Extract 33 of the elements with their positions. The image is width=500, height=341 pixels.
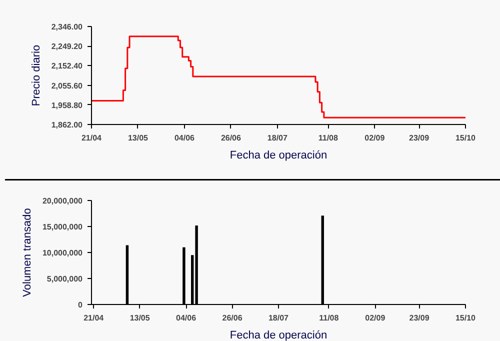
x-tick-label: 21/04	[84, 314, 104, 322]
x-tick-label: 23/09	[409, 314, 430, 322]
y-tick-label: 20,000,000	[42, 196, 84, 206]
x-tick-label: 18/07	[267, 134, 288, 142]
y-tick-label: 5,000,000	[46, 274, 84, 284]
x-tick-label: 13/05	[130, 314, 150, 322]
x-tick-label: 02/09	[365, 314, 386, 322]
x-tick-label: 04/06	[176, 314, 197, 322]
x-tick-label: 21/04	[81, 134, 102, 142]
x-axis-title: Fecha de operación	[230, 330, 328, 341]
x-tick-label: 26/06	[222, 314, 243, 322]
x-tick-label: 11/08	[318, 134, 338, 142]
x-tick-label: 15/10	[455, 314, 476, 322]
x-tick-label: 04/06	[174, 134, 196, 142]
x-tick-label: 11/08	[319, 314, 340, 322]
x-tick-label: 13/05	[128, 134, 149, 142]
x-tick-label: 15/10	[455, 134, 476, 142]
y-tick-label: 2,055.60	[51, 81, 84, 90]
x-axis-title: Fecha de operación	[230, 150, 328, 162]
x-tick-label: 18/07	[268, 314, 290, 322]
y-tick-label: 0	[78, 300, 84, 310]
y-axis-title: Precio diario	[30, 44, 42, 106]
y-tick-label: 1,862.00	[51, 120, 84, 130]
y-tick-label: 10,000,000	[42, 248, 84, 258]
x-tick-label: 23/09	[409, 134, 430, 142]
x-tick-label: 02/09	[364, 134, 386, 142]
y-tick-label: 2,346.00	[51, 22, 84, 32]
x-tick-label: 26/06	[220, 134, 242, 142]
y-axis-title: Volumen transado	[21, 208, 34, 297]
y-tick-label: 2,152.40	[51, 62, 84, 71]
y-tick-label: 15,000,000	[42, 222, 84, 232]
y-tick-label: 1,958.80	[51, 100, 84, 110]
y-tick-label: 2,249.20	[51, 42, 84, 52]
